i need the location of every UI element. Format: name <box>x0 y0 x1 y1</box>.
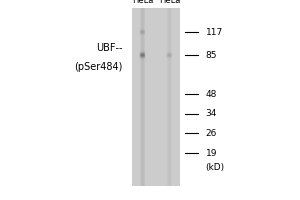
Text: 85: 85 <box>206 51 217 60</box>
Text: HeLa: HeLa <box>132 0 153 5</box>
Text: 48: 48 <box>206 90 217 99</box>
Text: UBF--: UBF-- <box>97 43 123 53</box>
Text: 117: 117 <box>206 28 223 37</box>
Text: 19: 19 <box>206 149 217 158</box>
Text: (pSer484): (pSer484) <box>75 62 123 72</box>
Text: 26: 26 <box>206 129 217 138</box>
Text: (kD): (kD) <box>206 163 225 172</box>
Text: 34: 34 <box>206 109 217 118</box>
Text: HeLa: HeLa <box>159 0 180 5</box>
